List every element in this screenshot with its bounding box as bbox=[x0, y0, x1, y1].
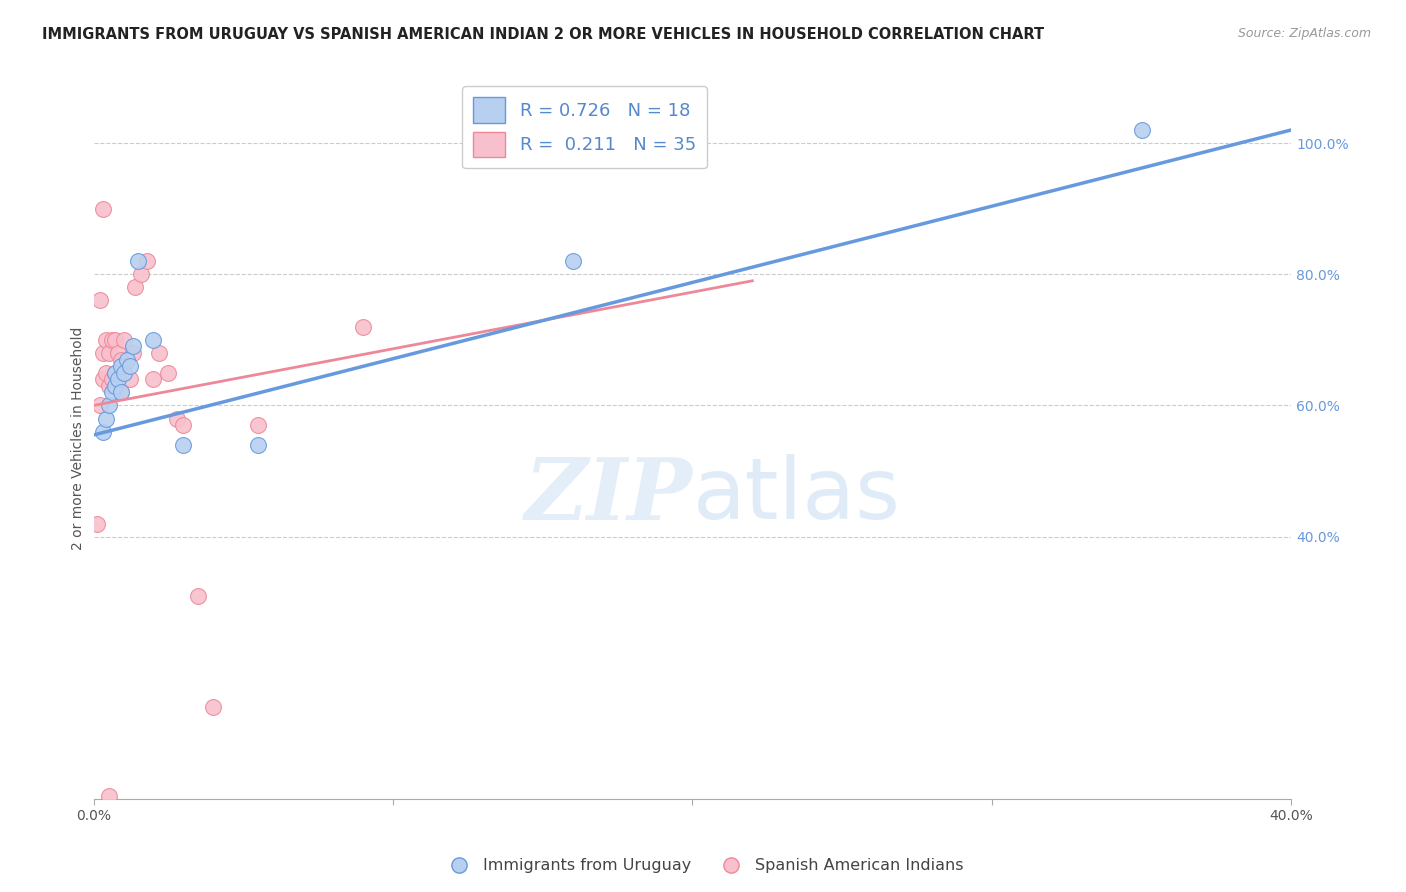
Point bbox=[1130, 123, 1153, 137]
Point bbox=[110, 359, 132, 373]
Point bbox=[103, 378, 125, 392]
Point bbox=[142, 372, 165, 386]
Point bbox=[107, 378, 129, 392]
Point bbox=[157, 366, 180, 380]
Point bbox=[89, 399, 111, 413]
Point bbox=[118, 359, 141, 373]
Text: Source: ZipAtlas.com: Source: ZipAtlas.com bbox=[1237, 27, 1371, 40]
Point bbox=[94, 366, 117, 380]
Point bbox=[103, 366, 125, 380]
Point bbox=[131, 267, 153, 281]
Point bbox=[94, 411, 117, 425]
Point bbox=[110, 385, 132, 400]
Point bbox=[103, 366, 125, 380]
Point bbox=[97, 346, 120, 360]
Point bbox=[89, 293, 111, 308]
Point bbox=[172, 418, 194, 433]
Point bbox=[100, 333, 122, 347]
Text: ZIP: ZIP bbox=[524, 454, 692, 538]
Point bbox=[136, 254, 159, 268]
Point bbox=[112, 366, 135, 380]
Point bbox=[112, 359, 135, 373]
Point bbox=[91, 425, 114, 439]
Point bbox=[107, 372, 129, 386]
Point bbox=[124, 280, 146, 294]
Point bbox=[91, 346, 114, 360]
Point bbox=[352, 319, 374, 334]
Point bbox=[100, 385, 122, 400]
Point bbox=[86, 516, 108, 531]
Point bbox=[91, 202, 114, 216]
Point bbox=[110, 352, 132, 367]
Point bbox=[142, 333, 165, 347]
Point bbox=[247, 438, 270, 452]
Point bbox=[115, 352, 138, 367]
Point bbox=[166, 411, 188, 425]
Point bbox=[97, 378, 120, 392]
Point bbox=[110, 385, 132, 400]
Point bbox=[107, 346, 129, 360]
Point bbox=[121, 346, 143, 360]
Point bbox=[187, 589, 209, 603]
Point bbox=[172, 438, 194, 452]
Legend: Immigrants from Uruguay, Spanish American Indians: Immigrants from Uruguay, Spanish America… bbox=[436, 852, 970, 880]
Point bbox=[148, 346, 170, 360]
Text: atlas: atlas bbox=[692, 455, 900, 538]
Text: IMMIGRANTS FROM URUGUAY VS SPANISH AMERICAN INDIAN 2 OR MORE VEHICLES IN HOUSEHO: IMMIGRANTS FROM URUGUAY VS SPANISH AMERI… bbox=[42, 27, 1045, 42]
Point bbox=[127, 254, 149, 268]
Legend: R = 0.726   N = 18, R =  0.211   N = 35: R = 0.726 N = 18, R = 0.211 N = 35 bbox=[463, 87, 707, 169]
Point bbox=[97, 399, 120, 413]
Y-axis label: 2 or more Vehicles in Household: 2 or more Vehicles in Household bbox=[72, 326, 86, 550]
Point bbox=[103, 333, 125, 347]
Point bbox=[561, 254, 583, 268]
Point bbox=[100, 372, 122, 386]
Point bbox=[121, 339, 143, 353]
Point bbox=[97, 789, 120, 803]
Point bbox=[202, 700, 225, 714]
Point bbox=[112, 333, 135, 347]
Point bbox=[247, 418, 270, 433]
Point bbox=[118, 372, 141, 386]
Point bbox=[94, 333, 117, 347]
Point bbox=[91, 372, 114, 386]
